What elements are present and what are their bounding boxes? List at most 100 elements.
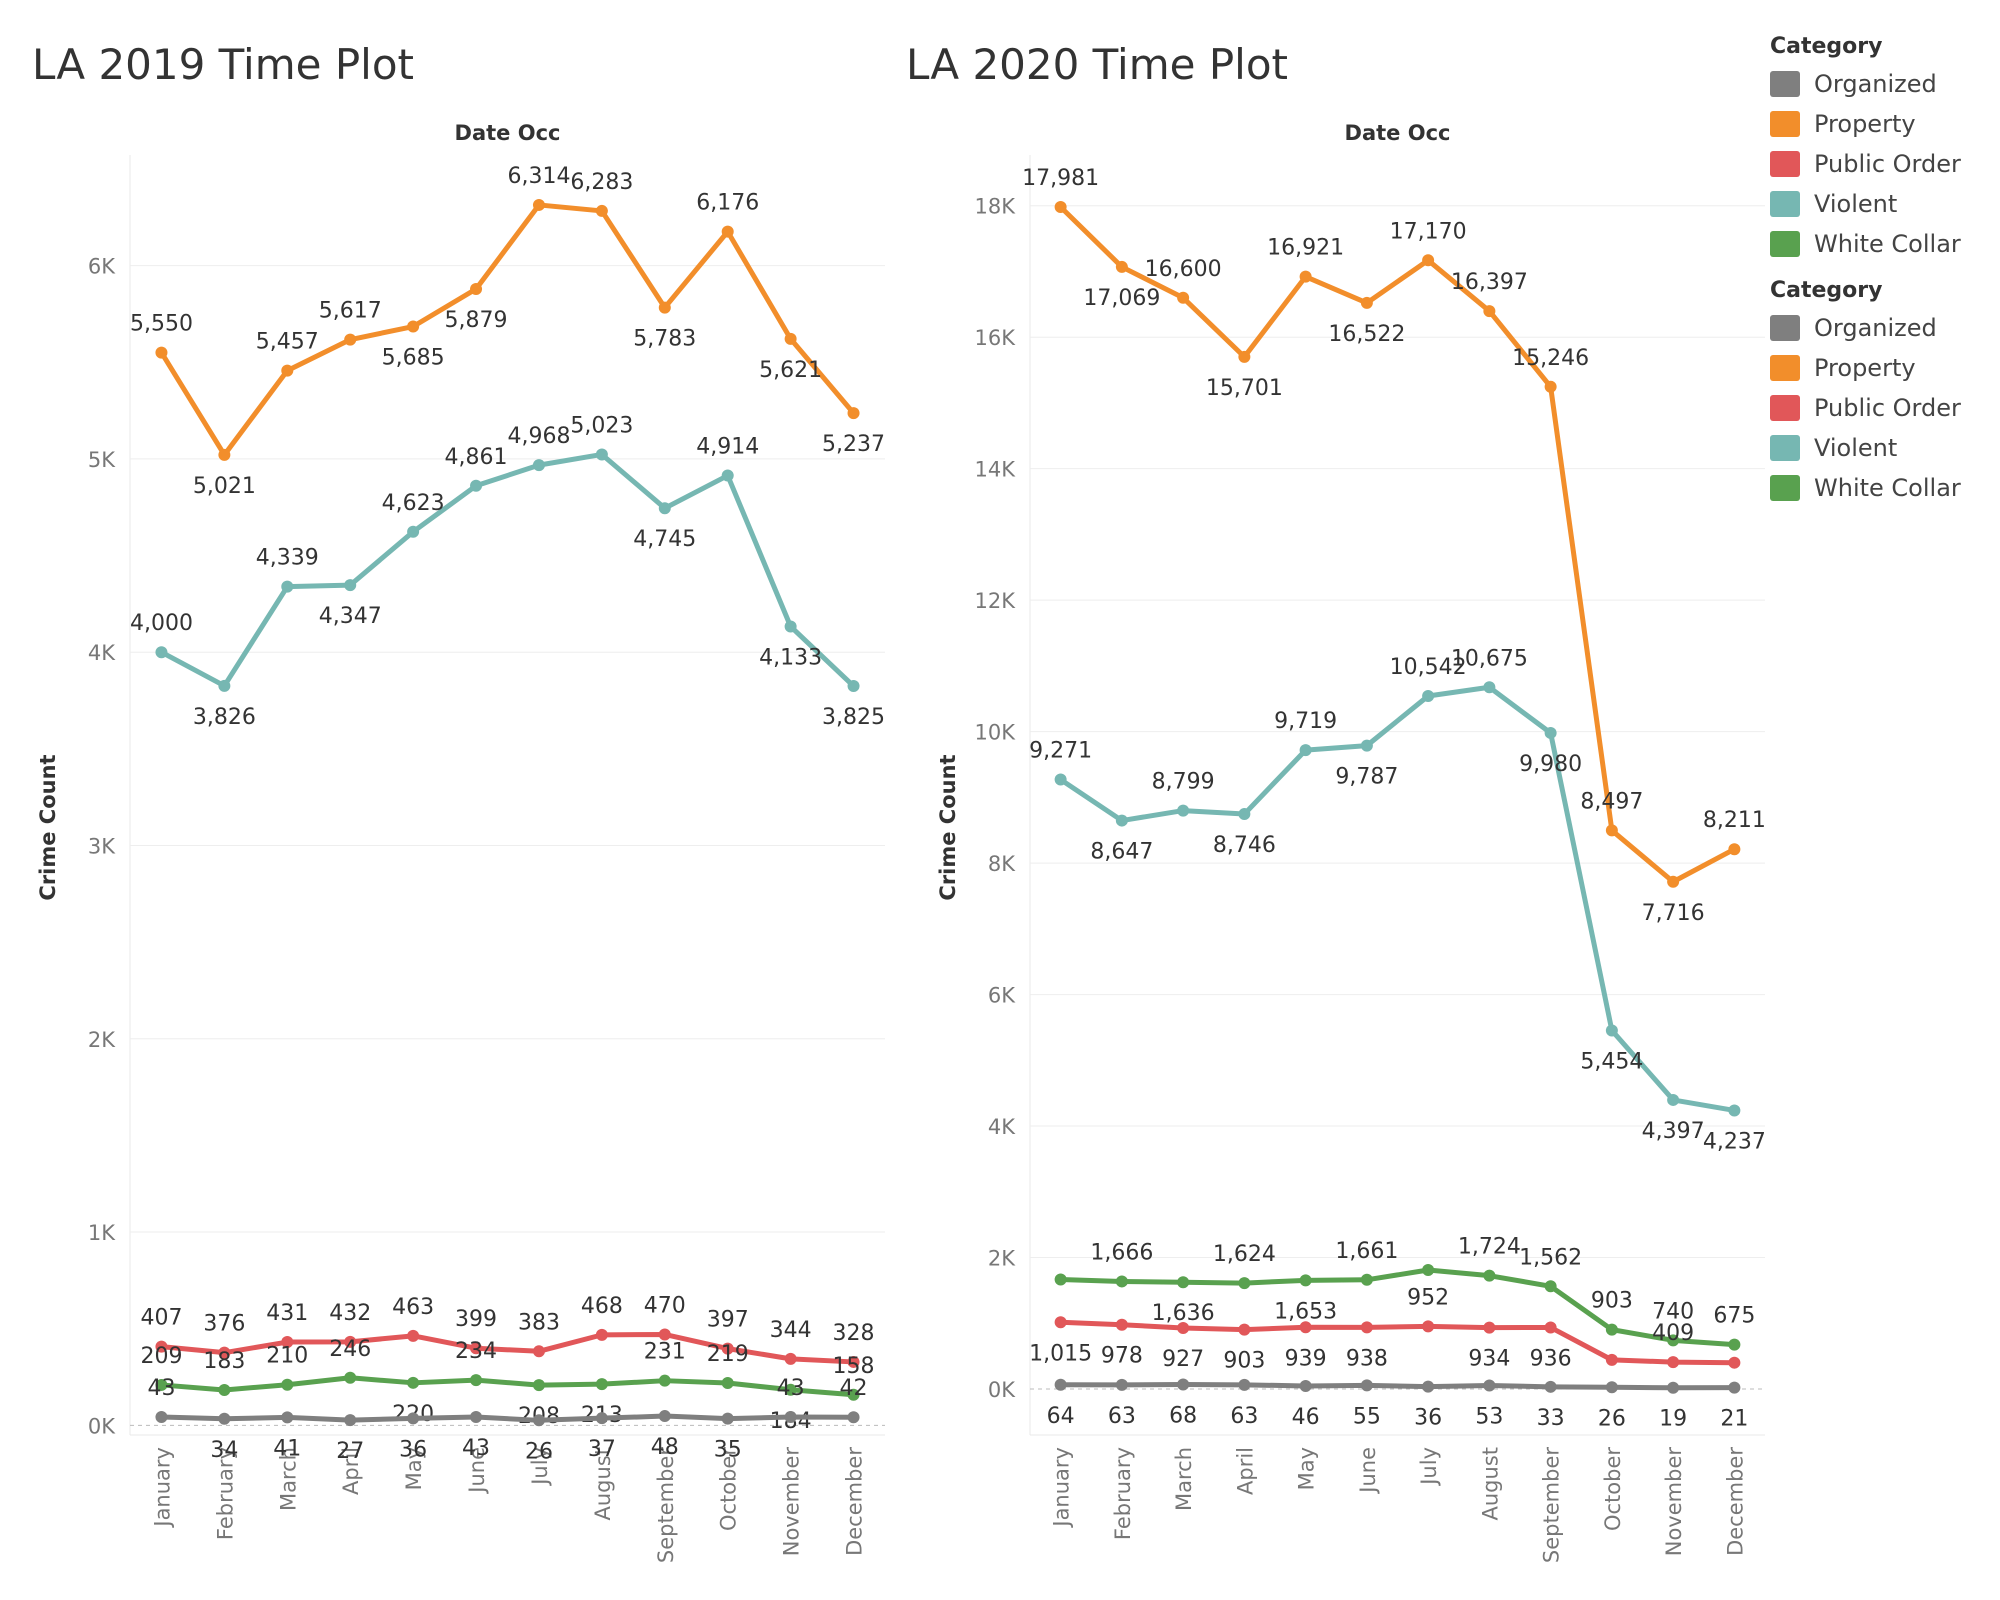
data-label-violent: 4,745 xyxy=(633,527,696,552)
data-label-organized: 19 xyxy=(1659,1407,1687,1432)
data-label-violent: 3,826 xyxy=(193,705,256,730)
data-point-white-collar xyxy=(532,1379,545,1392)
data-label-violent: 8,799 xyxy=(1152,770,1215,795)
data-label-public-order: 938 xyxy=(1346,1346,1388,1371)
data-point-white-collar xyxy=(1177,1276,1190,1289)
data-label-violent: 4,623 xyxy=(382,491,445,516)
data-point-organized xyxy=(847,1411,860,1424)
data-point-white-collar xyxy=(595,1378,608,1391)
data-point-public-order xyxy=(1728,1356,1741,1369)
x-tick-label: November xyxy=(780,1447,804,1557)
data-point-violent xyxy=(1422,689,1435,702)
data-point-violent xyxy=(281,580,294,593)
data-label-violent: 4,133 xyxy=(759,645,822,670)
data-point-white-collar xyxy=(281,1378,294,1391)
data-label-property: 5,685 xyxy=(382,346,445,371)
series-line-property xyxy=(1058,205,1736,885)
y-tick-label: 14K xyxy=(975,458,1017,482)
legend-item-property[interactable]: Property xyxy=(1770,104,1990,144)
data-point-property xyxy=(1422,254,1435,267)
data-label-white-collar: 158 xyxy=(833,1354,875,1379)
data-point-violent xyxy=(1544,726,1557,739)
data-label-public-order: 1,015 xyxy=(1029,1341,1092,1366)
legend-item-white-collar[interactable]: White Collar xyxy=(1770,224,1990,264)
data-point-public-order xyxy=(1054,1316,1067,1329)
data-label-public-order: 470 xyxy=(644,1293,686,1318)
data-label-organized: 36 xyxy=(1414,1406,1442,1431)
data-point-white-collar xyxy=(344,1371,357,1384)
legend-item-violent[interactable]: Violent xyxy=(1770,428,1990,468)
legend-swatch xyxy=(1770,111,1800,137)
data-label-public-order: 397 xyxy=(707,1308,749,1333)
data-point-white-collar xyxy=(1054,1273,1067,1286)
y-tick-label: 10K xyxy=(975,721,1017,745)
legend-item-organized[interactable]: Organized xyxy=(1770,64,1990,104)
data-label-property: 5,783 xyxy=(633,327,696,352)
legend-item-public-order[interactable]: Public Order xyxy=(1770,388,1990,428)
data-point-white-collar xyxy=(1483,1269,1496,1282)
y-tick-label: 0K xyxy=(988,1378,1016,1402)
legend-item-white-collar[interactable]: White Collar xyxy=(1770,468,1990,508)
data-point-organized xyxy=(218,1412,231,1425)
data-label-violent: 8,746 xyxy=(1213,833,1276,858)
y-tick-label: 6K xyxy=(88,255,116,279)
data-point-organized xyxy=(784,1411,797,1424)
data-label-public-order: 934 xyxy=(1468,1347,1510,1372)
data-point-public-order xyxy=(470,1342,483,1355)
x-tick-label: January xyxy=(1050,1447,1074,1529)
data-point-white-collar xyxy=(721,1377,734,1390)
series-line-white-collar xyxy=(1060,1267,1735,1348)
series-line-public-order xyxy=(1060,1319,1735,1366)
data-label-white-collar: 1,562 xyxy=(1519,1245,1582,1270)
data-label-organized: 53 xyxy=(1475,1405,1503,1430)
data-label-white-collar: 246 xyxy=(329,1337,371,1362)
series-line-violent xyxy=(160,451,856,689)
data-label-organized: 64 xyxy=(1047,1404,1075,1429)
data-label-white-collar: 1,724 xyxy=(1458,1235,1521,1260)
y-tick-label: 8K xyxy=(988,852,1016,876)
data-point-violent xyxy=(1360,739,1373,752)
legend-label: Violent xyxy=(1814,190,1898,218)
data-label-white-collar: 183 xyxy=(203,1349,245,1374)
legend-item-property[interactable]: Property xyxy=(1770,348,1990,388)
data-point-public-order xyxy=(1238,1323,1251,1336)
data-label-violent: 4,347 xyxy=(319,604,382,629)
series-line-organized xyxy=(161,1413,854,1423)
data-point-violent xyxy=(532,459,545,472)
y-axis-title: Crime Count xyxy=(36,754,60,900)
data-label-violent: 10,675 xyxy=(1451,646,1528,671)
legend-item-violent[interactable]: Violent xyxy=(1770,184,1990,224)
data-point-violent xyxy=(470,479,483,492)
data-point-public-order xyxy=(721,1342,734,1355)
legend-swatch xyxy=(1770,475,1800,501)
data-label-violent: 4,237 xyxy=(1703,1129,1766,1154)
data-point-violent xyxy=(1177,804,1190,817)
data-point-property xyxy=(595,204,608,217)
data-label-white-collar: 740 xyxy=(1652,1299,1694,1324)
legend-item-public-order[interactable]: Public Order xyxy=(1770,144,1990,184)
data-label-public-order: 399 xyxy=(455,1307,497,1332)
legend-swatch xyxy=(1770,151,1800,177)
data-point-property xyxy=(470,283,483,296)
series-line-public-order xyxy=(161,1331,854,1365)
legend-swatch xyxy=(1770,71,1800,97)
data-point-property xyxy=(1728,843,1741,856)
x-tick-label: December xyxy=(843,1447,867,1556)
data-label-public-order: 952 xyxy=(1407,1285,1449,1310)
legend-item-organized[interactable]: Organized xyxy=(1770,308,1990,348)
data-label-violent: 3,825 xyxy=(822,705,885,730)
x-tick-label: March xyxy=(1172,1447,1196,1511)
data-label-organized: 48 xyxy=(651,1435,679,1460)
data-point-property xyxy=(1299,270,1312,283)
data-label-property: 16,600 xyxy=(1145,257,1222,282)
data-point-organized xyxy=(155,1411,168,1424)
legend-title: Category xyxy=(1770,34,1883,59)
series-line-property xyxy=(159,202,856,458)
data-label-property: 16,397 xyxy=(1451,270,1528,295)
legend-label: Property xyxy=(1814,110,1916,138)
data-label-white-collar: 1,666 xyxy=(1090,1240,1153,1265)
data-label-property: 5,457 xyxy=(256,330,319,355)
data-point-organized xyxy=(1605,1381,1618,1394)
data-label-organized: 27 xyxy=(336,1439,364,1464)
data-label-organized: 26 xyxy=(1598,1406,1626,1431)
